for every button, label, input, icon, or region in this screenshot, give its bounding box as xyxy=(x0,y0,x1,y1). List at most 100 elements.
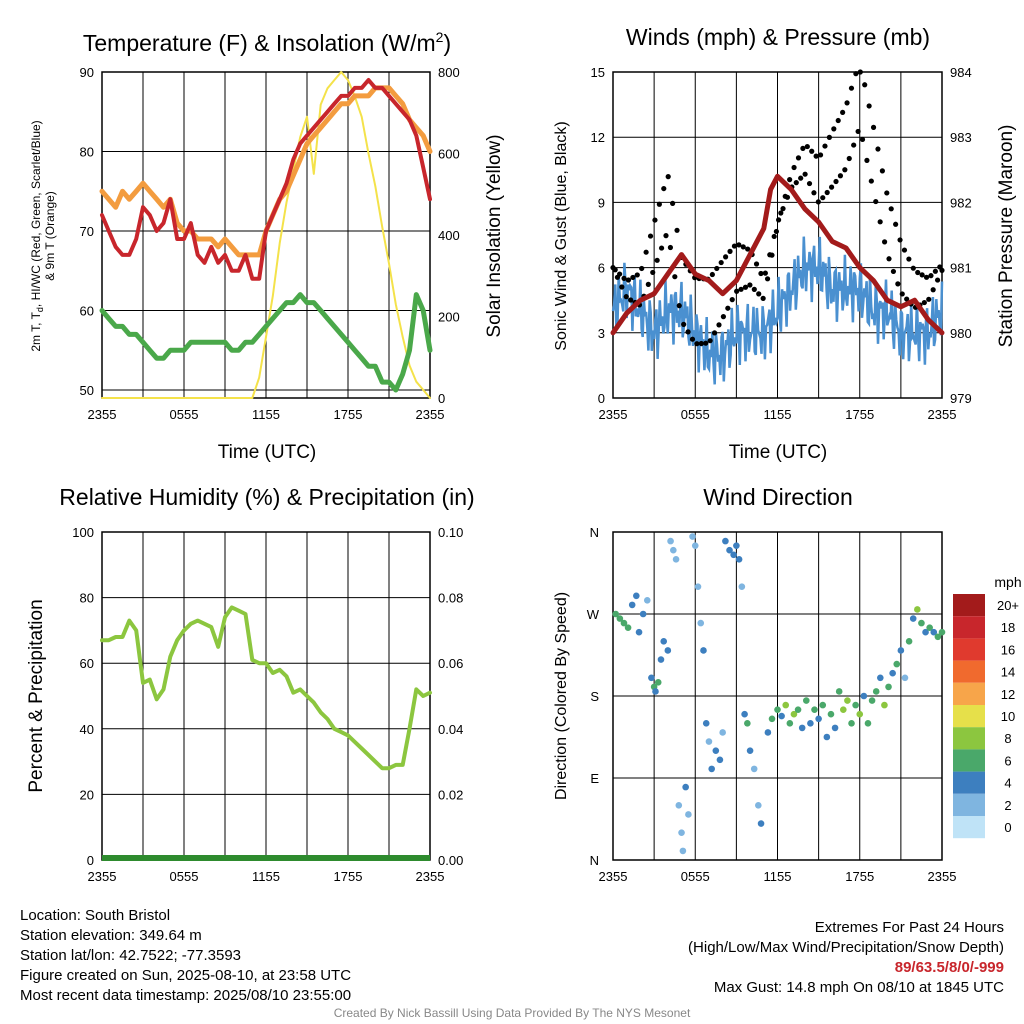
wind-direction-point xyxy=(624,624,632,631)
panel1-xlabel: Time (UTC) xyxy=(218,442,317,463)
gust-point xyxy=(932,268,938,274)
panel1-y2-tick: 200 xyxy=(438,310,460,325)
panel2-y-tick: 6 xyxy=(598,261,605,276)
wind-direction-point xyxy=(909,615,917,622)
gust-point xyxy=(811,190,817,196)
gust-point xyxy=(802,171,808,177)
gust-point xyxy=(769,252,775,258)
panel4-y-tick: W xyxy=(587,607,600,622)
panel1-y2-tick: 0 xyxy=(438,391,445,406)
wind-direction-point xyxy=(815,715,822,723)
wind-direction-point xyxy=(628,601,636,609)
panel1-y2-tick: 600 xyxy=(438,147,460,162)
panel2-title: Winds (mph) & Pressure (mb) xyxy=(626,24,930,50)
speed-legend-swatch xyxy=(953,594,985,617)
gust-point xyxy=(727,248,733,254)
gust-point xyxy=(729,297,735,303)
wind-direction-point xyxy=(905,638,913,645)
panel3-x-tick: 0555 xyxy=(170,869,199,884)
gust-point xyxy=(663,233,669,239)
gust-point xyxy=(751,286,757,292)
panel1-y-tick: 60 xyxy=(80,304,94,319)
gust-point xyxy=(652,217,658,223)
wind-direction-point xyxy=(768,715,776,723)
gust-point xyxy=(645,281,651,287)
svg-text:2m T, Td, HI/WC (Red, Green, S: 2m T, Td, HI/WC (Red, Green, Scarlet/Blu… xyxy=(29,120,45,351)
panel1-ylabel-left: 2m T, Td, HI/WC (Red, Green, Scarlet/Blu… xyxy=(29,120,57,351)
extremes-heading: Extremes For Past 24 Hours xyxy=(814,919,1004,936)
chart-layer: 2355 0555 1155 1755 235550607080900200400600… xyxy=(72,65,1019,884)
speed-legend-label: 8 xyxy=(1004,731,1011,746)
wind-direction-point xyxy=(893,660,901,668)
speed-legend-label: 0 xyxy=(1004,820,1011,835)
gust-point xyxy=(698,340,704,347)
wind-direction-point xyxy=(633,592,640,600)
panel3-y2-tick: 0.06 xyxy=(438,656,463,671)
gust-point xyxy=(639,265,645,272)
wind-direction-point xyxy=(811,706,818,713)
wind-direction-point xyxy=(654,679,662,686)
speed-legend-label: 12 xyxy=(1001,687,1015,702)
panel1-y-tick: 70 xyxy=(80,224,94,239)
wind-direction-point xyxy=(712,747,720,754)
wind-direction-point xyxy=(938,628,946,636)
gust-point xyxy=(771,233,777,240)
panel2-x-tick: 1755 xyxy=(845,407,874,422)
wind-direction-point xyxy=(689,533,696,540)
credit-text: Created By Nick Bassill Using Data Provi… xyxy=(333,1006,691,1020)
gust-point xyxy=(672,274,678,280)
gust-point xyxy=(866,103,872,109)
gust-point xyxy=(784,194,791,200)
station-pressure-line xyxy=(610,173,945,336)
panel3-y-tick: 80 xyxy=(80,591,94,606)
wind-direction-point xyxy=(802,697,810,704)
gust-point xyxy=(656,201,662,207)
svg-text:& 9m T (Orange): & 9m T (Orange) xyxy=(43,191,57,281)
gust-point xyxy=(667,244,674,251)
gust-point xyxy=(844,100,850,106)
panel1-x-tick: 2355 xyxy=(88,407,117,422)
gust-point xyxy=(800,145,806,151)
panel4-x-tick: 0555 xyxy=(681,869,710,884)
gust-point xyxy=(791,164,797,171)
gust-point xyxy=(915,269,921,276)
gust-point xyxy=(634,272,640,278)
panel3-y-tick: 40 xyxy=(80,722,94,737)
gust-point xyxy=(676,303,682,309)
panel3-title: Relative Humidity (%) & Precipitation (i… xyxy=(59,484,474,510)
gust-point xyxy=(923,274,930,280)
panel4-ylabel-left: Direction (Colored By Speed) xyxy=(553,592,570,800)
gust-point xyxy=(875,146,881,152)
panel1-y-tick: 80 xyxy=(80,145,94,160)
gust-point xyxy=(758,270,764,277)
gust-point xyxy=(813,153,819,159)
timestamp-text: Most recent data timestamp: 2025/08/10 2… xyxy=(20,987,352,1004)
gust-point xyxy=(718,259,724,266)
gust-point xyxy=(879,168,885,174)
panel2-x-tick: 0555 xyxy=(681,407,710,422)
gust-point xyxy=(853,71,859,77)
gust-point xyxy=(857,69,863,75)
gust-point xyxy=(848,85,855,91)
gust-point xyxy=(934,277,941,283)
wind-direction-point xyxy=(757,820,765,827)
gust-point xyxy=(681,321,687,327)
gust-point xyxy=(877,219,883,225)
panel2-y2-tick: 980 xyxy=(950,326,972,341)
wind-direction-point xyxy=(755,802,762,809)
panel3-y-tick: 20 xyxy=(80,787,94,802)
gust-point xyxy=(824,189,830,196)
wind-direction-point xyxy=(639,610,647,618)
gust-point xyxy=(851,142,857,148)
speed-legend-swatch xyxy=(953,638,985,661)
wind-direction-point xyxy=(652,688,659,695)
panel4-title: Wind Direction xyxy=(703,484,853,510)
speed-legend-swatch xyxy=(953,616,985,639)
panel1-y-tick: 50 xyxy=(80,383,94,398)
gust-point xyxy=(747,282,753,288)
gust-point xyxy=(904,296,910,302)
gust-point xyxy=(888,206,894,212)
panel2-ylabel-right: Station Pressure (Maroon) xyxy=(996,125,1017,348)
wind-direction-point xyxy=(616,615,624,622)
